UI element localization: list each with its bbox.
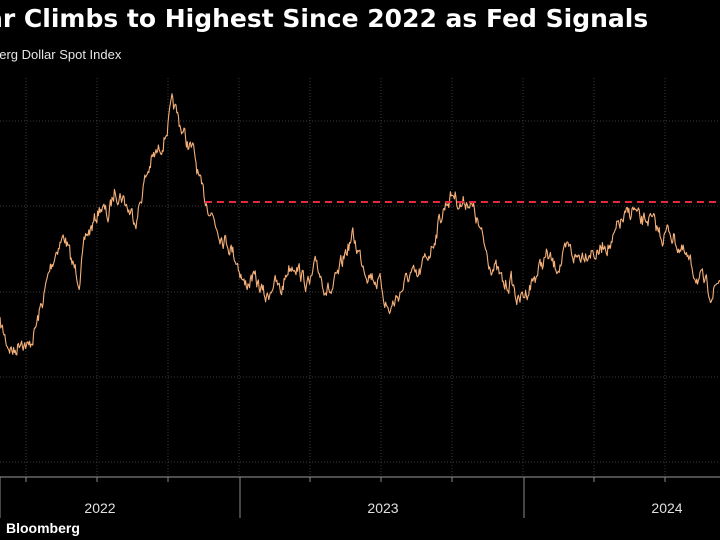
source-label: Bloomberg	[6, 520, 80, 536]
x-tick-label-2023: 2023	[367, 500, 398, 516]
x-tick-label-2024: 2024	[651, 500, 682, 516]
chart-title-text: ar Climbs to Highest Since 2022 as Fed S…	[0, 4, 649, 33]
chart-title: ar Climbs to Highest Since 2022 as Fed S…	[0, 4, 720, 40]
series-line	[0, 93, 720, 356]
line-chart: 2022 2023 2024	[0, 78, 720, 518]
chart-subtitle: berg Dollar Spot Index	[0, 47, 720, 67]
chart-subtitle-text: berg Dollar Spot Index	[0, 47, 122, 62]
x-tick-label-2022: 2022	[84, 500, 115, 516]
